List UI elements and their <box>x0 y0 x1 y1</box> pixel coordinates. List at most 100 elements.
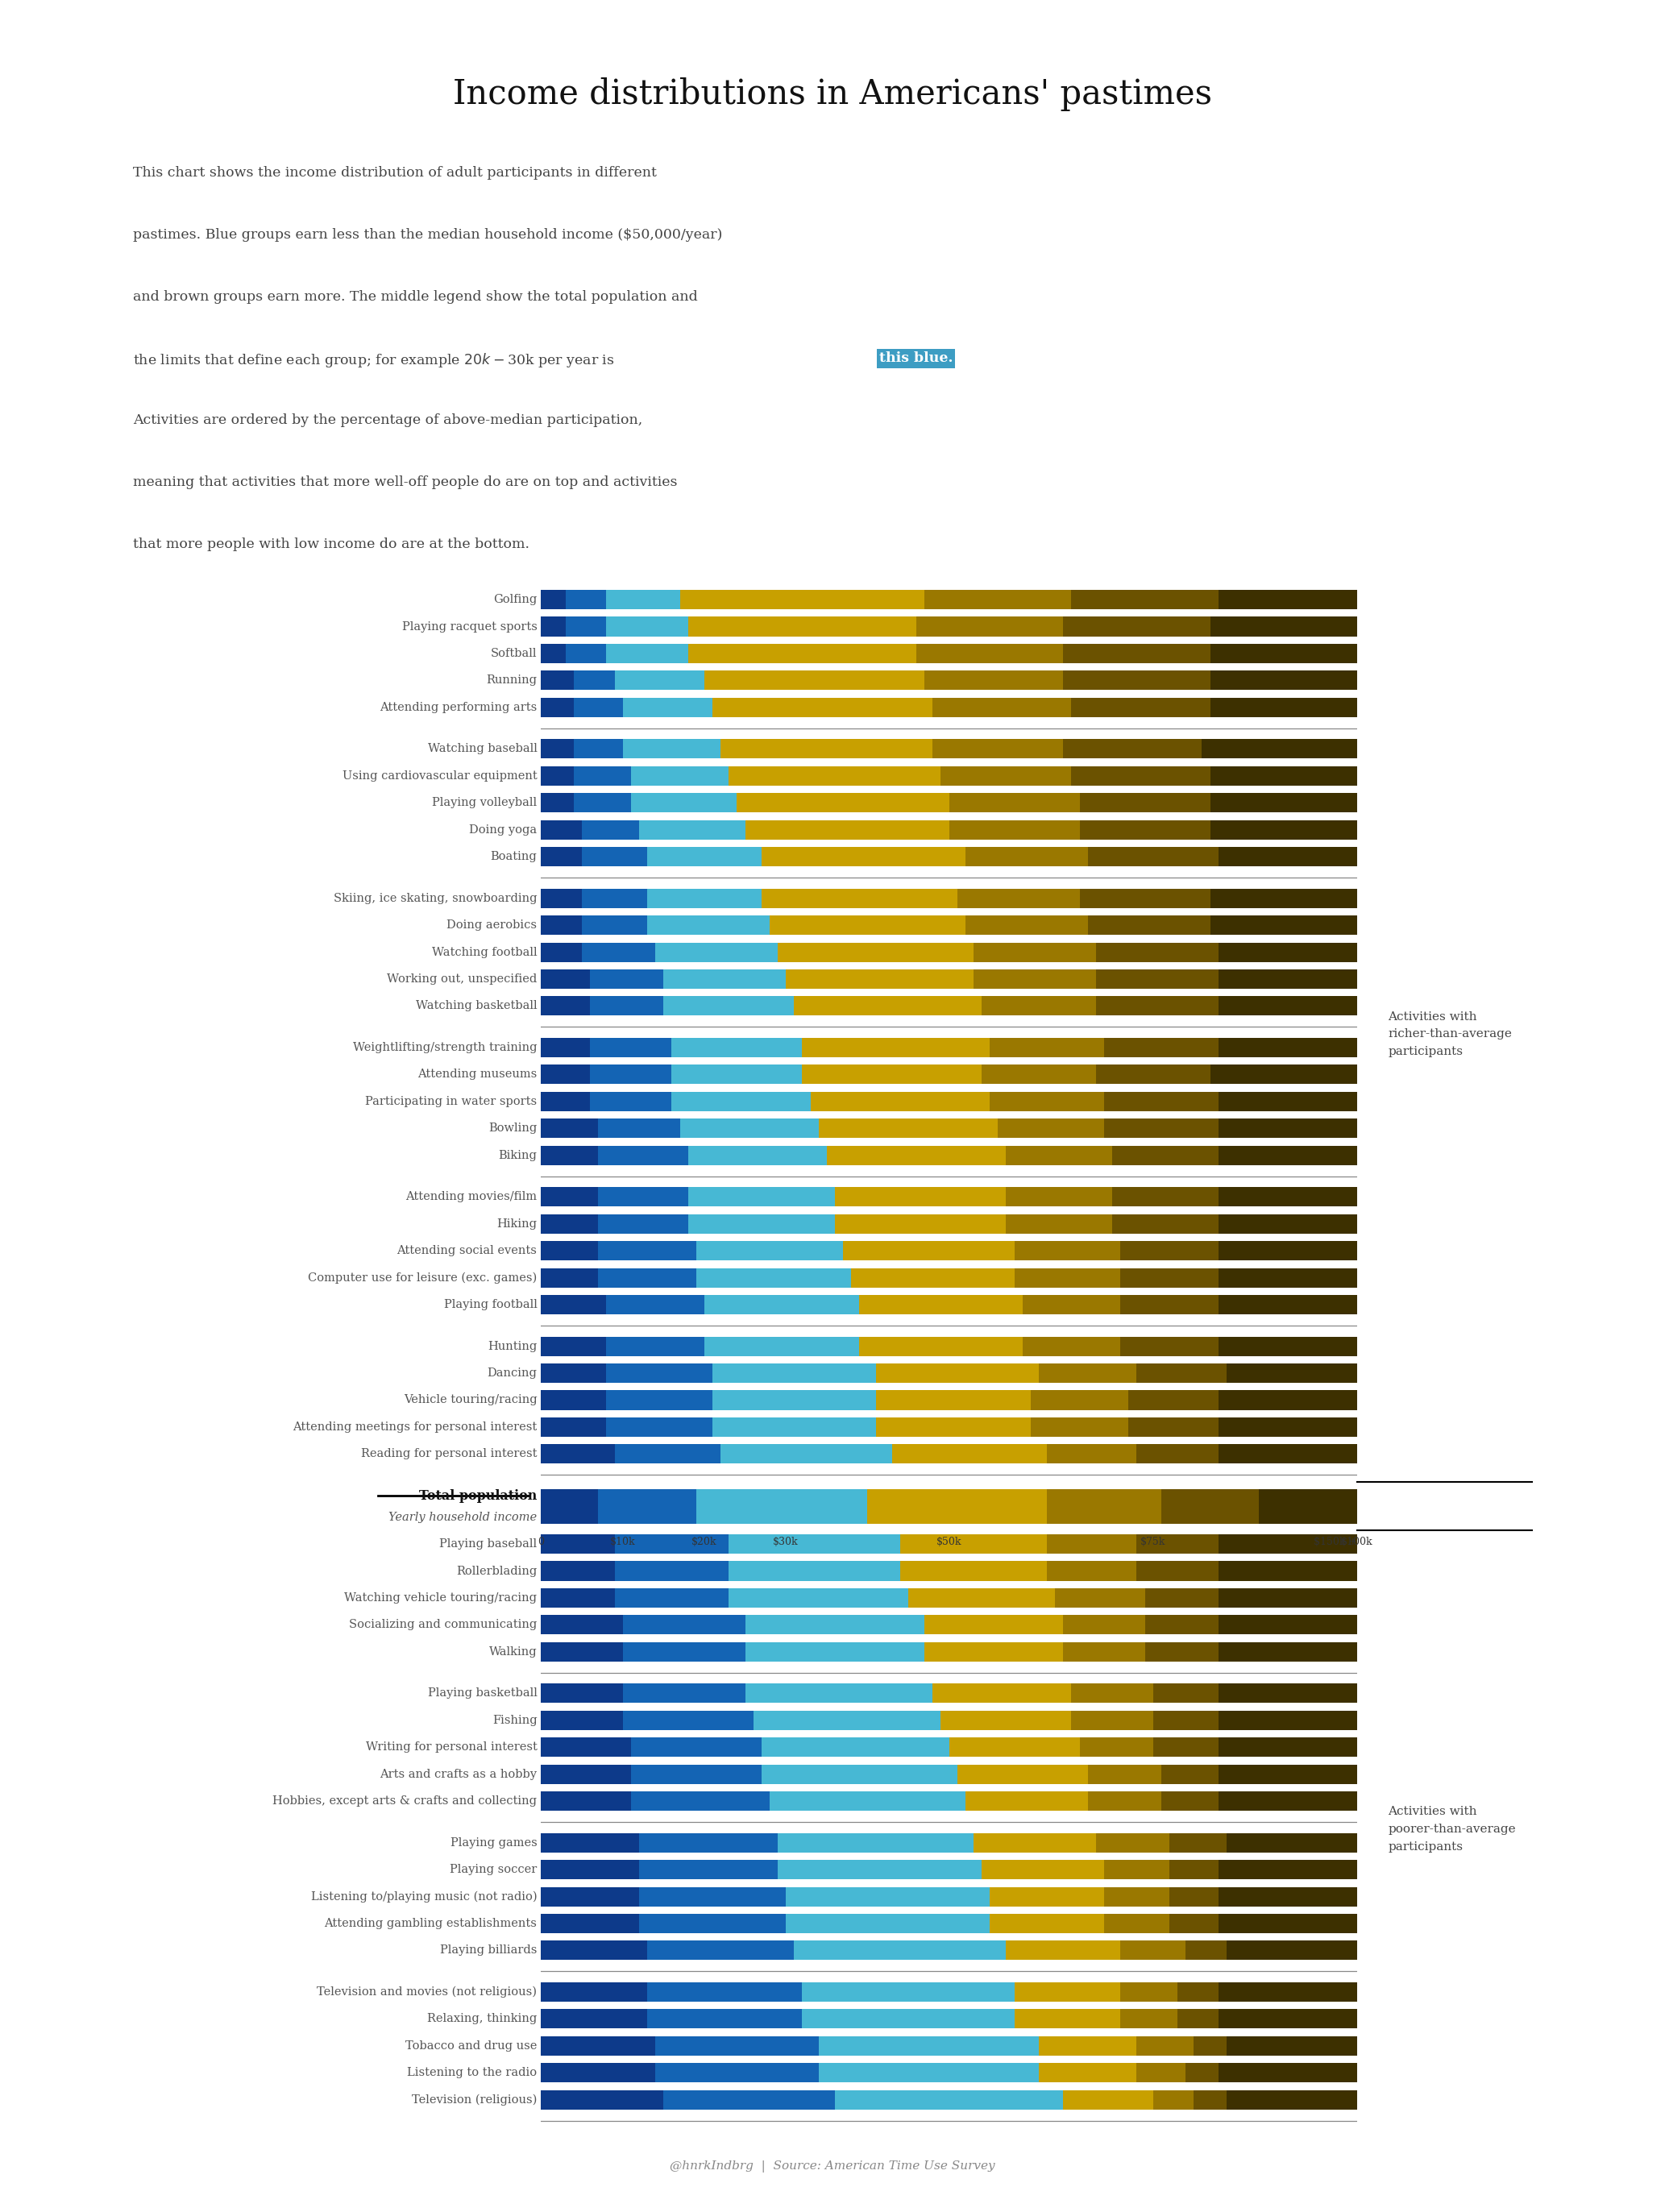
Bar <box>1137 2064 1185 2081</box>
Bar <box>1137 1444 1219 1464</box>
Bar <box>1219 2008 1357 2028</box>
Bar <box>623 1641 746 1661</box>
Text: $75k: $75k <box>1141 1537 1165 1546</box>
Bar <box>1129 1418 1219 1438</box>
Bar <box>1259 1489 1357 1524</box>
Bar <box>639 821 746 838</box>
Bar <box>941 765 1072 785</box>
Bar <box>1219 1267 1357 1287</box>
Bar <box>541 765 574 785</box>
Text: $100k: $100k <box>1340 1537 1374 1546</box>
Bar <box>876 1363 1039 1382</box>
Bar <box>541 1834 639 1851</box>
Bar <box>671 1037 803 1057</box>
Bar <box>1104 1887 1169 1907</box>
Bar <box>639 1887 786 1907</box>
Text: Watching baseball: Watching baseball <box>428 743 538 754</box>
Bar <box>606 1418 713 1438</box>
Bar <box>1006 1940 1121 1960</box>
Bar <box>729 1535 901 1553</box>
Text: Participating in water sports: Participating in water sports <box>365 1095 538 1106</box>
Bar <box>1219 847 1357 867</box>
Bar <box>1219 1535 1357 1553</box>
Bar <box>541 1562 614 1582</box>
Bar <box>966 916 1087 936</box>
Bar <box>721 739 932 759</box>
Bar <box>541 1267 598 1287</box>
Bar <box>566 591 606 608</box>
Bar <box>631 1765 761 1783</box>
Bar <box>541 2037 656 2055</box>
Bar <box>589 1093 671 1110</box>
Bar <box>541 1214 598 1234</box>
Bar <box>648 916 769 936</box>
Bar <box>834 2090 1064 2110</box>
Bar <box>1031 1418 1129 1438</box>
Text: Vehicle touring/racing: Vehicle touring/racing <box>403 1394 538 1407</box>
Bar <box>583 916 648 936</box>
Bar <box>989 1887 1104 1907</box>
Bar <box>1112 1146 1219 1166</box>
Bar <box>541 1765 631 1783</box>
Bar <box>1219 1887 1357 1907</box>
Bar <box>541 617 566 637</box>
Bar <box>761 889 957 907</box>
Bar <box>1104 1913 1169 1933</box>
Text: that more people with low income do are at the bottom.: that more people with low income do are … <box>133 538 529 551</box>
Bar <box>679 591 924 608</box>
Bar <box>1185 2064 1219 2081</box>
Bar <box>688 1146 826 1166</box>
Bar <box>1121 1982 1177 2002</box>
Text: Arts and crafts as a hobby: Arts and crafts as a hobby <box>380 1767 538 1781</box>
Text: Activities with
poorer-than-average
participants: Activities with poorer-than-average part… <box>1389 1807 1515 1851</box>
Bar <box>729 765 941 785</box>
Text: Attending social events: Attending social events <box>396 1245 538 1256</box>
Text: Television (religious): Television (religious) <box>411 2095 538 2106</box>
Bar <box>1210 644 1357 664</box>
Bar <box>688 617 916 637</box>
Bar <box>1152 1736 1219 1756</box>
Text: the limits that define each group; for example $20k-$30k per year is: the limits that define each group; for e… <box>133 352 616 369</box>
Bar <box>1014 1267 1121 1287</box>
Bar <box>1227 2037 1357 2055</box>
Text: $150k +: $150k + <box>1314 1537 1357 1546</box>
Bar <box>924 1615 1064 1635</box>
Bar <box>786 1913 989 1933</box>
Text: Biking: Biking <box>498 1150 538 1161</box>
Bar <box>598 1146 688 1166</box>
Bar <box>786 969 974 989</box>
Bar <box>606 1391 713 1409</box>
Bar <box>932 1683 1072 1703</box>
Text: $10k: $10k <box>609 1537 636 1546</box>
Bar <box>1177 1982 1219 2002</box>
Text: Tobacco and drug use: Tobacco and drug use <box>405 2039 538 2051</box>
Text: Hiking: Hiking <box>496 1219 538 1230</box>
Bar <box>924 591 1072 608</box>
Bar <box>1219 1710 1357 1730</box>
Text: Playing billiards: Playing billiards <box>440 1944 538 1955</box>
Bar <box>1146 1641 1219 1661</box>
Text: pastimes. Blue groups earn less than the median household income ($50,000/year): pastimes. Blue groups earn less than the… <box>133 228 723 241</box>
Bar <box>606 591 679 608</box>
Bar <box>541 1940 648 1960</box>
Bar <box>1104 1037 1219 1057</box>
Text: Fishing: Fishing <box>493 1714 538 1725</box>
Bar <box>721 1444 892 1464</box>
Bar <box>598 1489 696 1524</box>
Bar <box>1137 1562 1219 1582</box>
Bar <box>901 1562 1047 1582</box>
Bar <box>761 1765 957 1783</box>
Bar <box>982 1064 1096 1084</box>
Bar <box>631 794 738 812</box>
Text: Income distributions in Americans' pastimes: Income distributions in Americans' pasti… <box>453 77 1212 111</box>
Bar <box>574 739 623 759</box>
Text: $30k: $30k <box>773 1537 799 1546</box>
Bar <box>1152 1710 1219 1730</box>
Bar <box>614 1562 729 1582</box>
Bar <box>1096 1834 1169 1851</box>
Bar <box>623 1615 746 1635</box>
Bar <box>989 1913 1104 1933</box>
Bar <box>541 889 583 907</box>
Bar <box>541 821 583 838</box>
Text: Playing volleyball: Playing volleyball <box>433 796 538 807</box>
